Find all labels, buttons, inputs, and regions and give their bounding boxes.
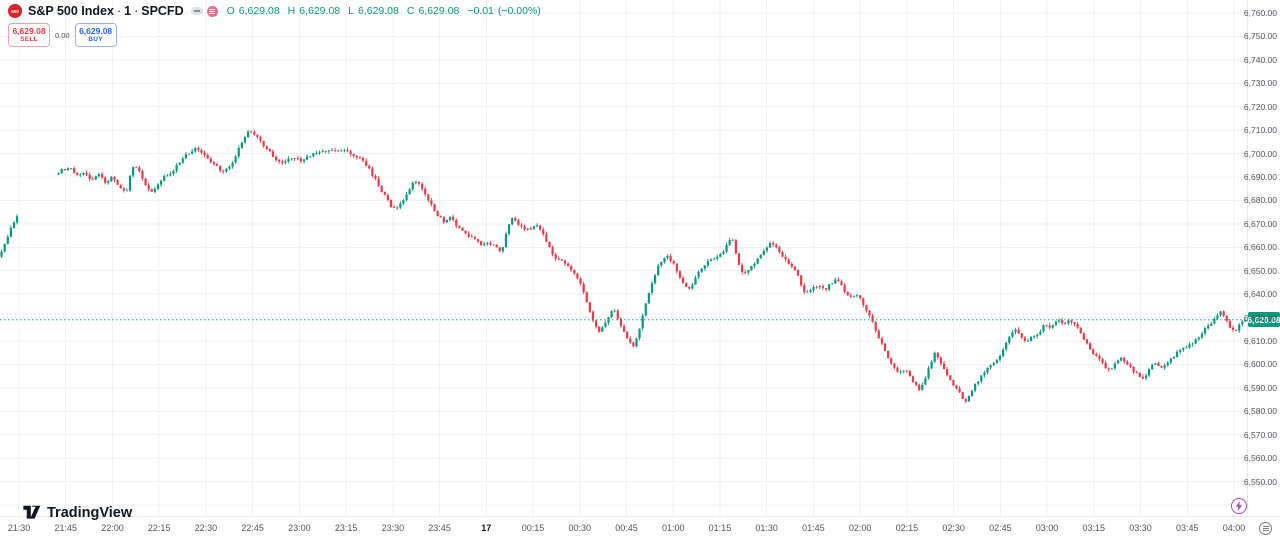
price-axis-label: 6,610.00 (1243, 336, 1277, 346)
time-axis-label: 23:15 (334, 523, 358, 533)
symbol-legend: 500 S&P 500 Index · 1 · SPCFD O 6,629.08 H 6,6… (8, 3, 545, 47)
time-axis-label: 03:15 (1082, 523, 1106, 533)
price-axis-label: 6,660.00 (1243, 242, 1277, 253)
time-axis-label: 21:30 (7, 523, 31, 533)
price-axis-label: 6,680.00 (1243, 195, 1277, 206)
price-axis-label: 6,620.00 (1243, 312, 1277, 323)
time-axis-label: 00:45 (615, 523, 638, 533)
lightning-icon[interactable] (1231, 498, 1247, 514)
symbol-interval: 1 (124, 4, 132, 18)
time-axis-label: 01:45 (802, 523, 825, 533)
time-axis-label: 01:15 (708, 523, 732, 533)
time-axis-label: 23:45 (428, 523, 451, 533)
time-axis-label: 03:30 (1129, 523, 1152, 533)
time-axis-label: 00:15 (521, 523, 545, 533)
current-price-badge: 6,629.08 (1247, 312, 1280, 328)
change-value: −0.01 (467, 5, 494, 17)
tradingview-logo-text: TradingView (47, 504, 133, 521)
price-axis-label: 6,750.00 (1243, 31, 1277, 42)
buy-button[interactable]: 6,629.08 BUY (74, 23, 117, 47)
price-axis-label: 6,670.00 (1243, 218, 1277, 229)
sp500-logo-icon: 500 (8, 4, 22, 18)
price-axis-label: 6,720.00 (1243, 101, 1277, 112)
price-axis-label: 6,570.00 (1243, 429, 1277, 440)
symbol-name: S&P 500 Index (28, 4, 114, 18)
time-axis-label: 04:00 (1222, 523, 1246, 533)
time-axis-label: 23:00 (288, 523, 311, 533)
axis-settings-icon[interactable] (1259, 522, 1272, 535)
time-axis-label: 02:30 (942, 523, 965, 533)
close-value: 6,629.08 (418, 5, 460, 17)
time-axis-label: 02:45 (989, 523, 1012, 533)
symbol-exchange: SPCFD (141, 4, 184, 18)
price-axis-label: 6,760.00 (1243, 8, 1277, 18)
time-axis-label: 21:45 (54, 523, 77, 533)
price-axis-label: 6,640.00 (1243, 289, 1277, 300)
price-axis-label: 6,580.00 (1243, 406, 1277, 417)
tradingview-logo[interactable]: TradingView (22, 504, 132, 521)
time-axis-label: 23:30 (381, 523, 405, 533)
open-value: 6,629.08 (238, 5, 280, 17)
price-axis[interactable]: 6,629.08 6,760.00 6,750.00 6,740.00 6,730.0… (1243, 0, 1280, 516)
time-axis-label: 01:30 (755, 523, 778, 533)
change-percent: (−0.00%) (497, 5, 541, 17)
time-axis-label: 22:30 (194, 523, 218, 533)
symbol-title[interactable]: S&P 500 Index · 1 · SPCFD (28, 4, 184, 18)
price-axis-label: 6,600.00 (1243, 359, 1277, 370)
time-axis[interactable]: 21:30 21:45 22:00 22:15 22:30 22:45 23:00 23:15… (0, 516, 1280, 539)
time-axis-label: 22:45 (241, 523, 264, 533)
time-axis-label: 02:00 (848, 523, 872, 533)
time-axis-label: 03:00 (1035, 523, 1059, 533)
tradingview-logo-icon (23, 505, 41, 519)
price-axis-label: 6,700.00 (1243, 148, 1277, 159)
chart-canvas[interactable] (0, 0, 1250, 516)
time-axis-label: 22:00 (101, 523, 124, 533)
price-axis-label: 6,730.00 (1243, 78, 1277, 89)
orders-menu-icon[interactable] (206, 5, 218, 17)
sell-button[interactable]: 6,629.08 SELL (8, 23, 50, 47)
time-axis-date-label: 17 (481, 523, 492, 533)
price-axis-label: 6,710.00 (1243, 125, 1277, 136)
ohlc-readout: O 6,629.08 H 6,629.08 L 6,629.08 C 6,629.08 … (226, 5, 541, 17)
price-axis-label: 6,690.00 (1243, 172, 1277, 182)
time-axis-label: 01:00 (661, 523, 685, 533)
price-axis-label: 6,650.00 (1243, 265, 1277, 276)
low-value: 6,629.08 (357, 5, 399, 17)
trade-panel: 6,629.08 SELL 0.00 6,629.08 BUY (8, 23, 545, 47)
time-axis-label: 03:45 (1175, 523, 1199, 533)
time-axis-label: 22:15 (147, 523, 171, 533)
spread-value: 0.00 (55, 30, 70, 40)
price-axis-label: 6,590.00 (1243, 382, 1277, 393)
price-axis-label: 6,560.00 (1243, 453, 1277, 464)
time-axis-label: 00:30 (568, 523, 592, 533)
price-axis-label: 6,740.00 (1243, 54, 1277, 65)
high-value: 6,629.08 (299, 5, 341, 17)
collapse-panel-icon[interactable] (190, 7, 203, 15)
time-axis-label: 02:15 (895, 523, 919, 533)
price-axis-label: 6,550.00 (1243, 476, 1277, 487)
